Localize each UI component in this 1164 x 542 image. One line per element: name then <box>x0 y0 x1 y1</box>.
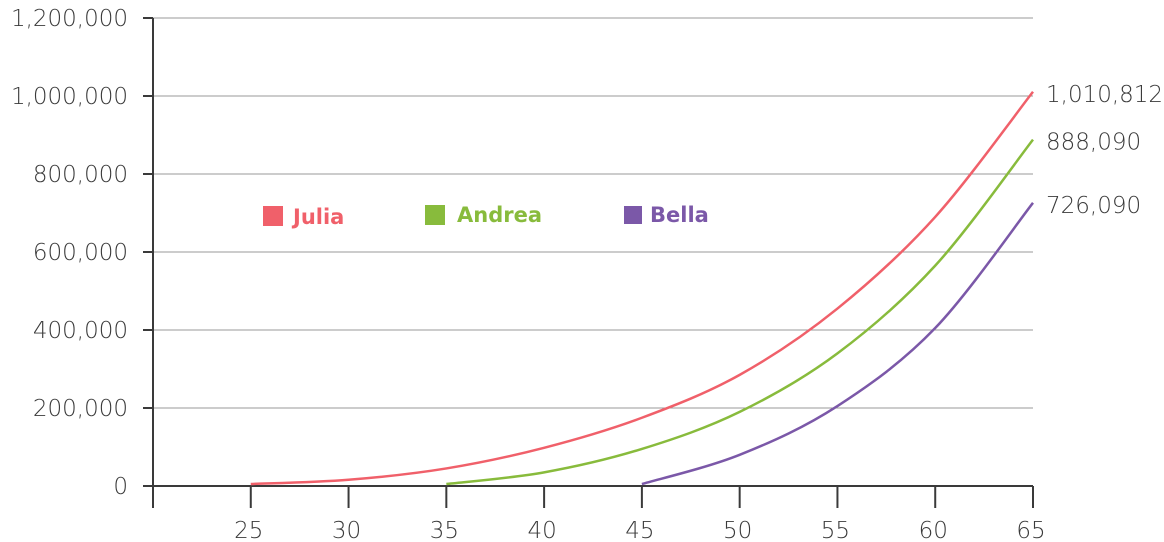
legend-swatch-andrea <box>425 205 445 225</box>
legend-item-julia: Julia <box>263 205 344 229</box>
x-tick-label-1: 30 <box>332 518 361 542</box>
end-labels: 1,010,812 888,090 726,090 <box>1046 82 1163 219</box>
y-tick-label-6: 1,200,000 <box>11 6 128 32</box>
y-tick-label-3: 600,000 <box>33 240 128 266</box>
end-label-julia: 1,010,812 <box>1046 82 1163 108</box>
x-tick-label-7: 60 <box>919 518 948 542</box>
legend-swatch-julia <box>263 206 283 226</box>
x-tick-label-6: 55 <box>821 518 850 542</box>
y-tick-label-2: 400,000 <box>33 318 128 344</box>
y-ticks: 0 200,000 400,000 600,000 800,000 1,000,000 1,… <box>11 6 153 500</box>
x-tick-label-5: 50 <box>723 518 752 542</box>
series-line-andrea <box>446 138 1034 486</box>
legend-label-andrea: Andrea <box>457 203 542 227</box>
x-tick-label-8: 65 <box>1016 518 1045 542</box>
legend: Julia Andrea Bella <box>263 203 709 229</box>
legend-label-bella: Bella <box>650 203 709 227</box>
legend-label-julia: Julia <box>291 205 344 229</box>
x-tick-label-2: 35 <box>430 518 459 542</box>
x-tick-label-3: 40 <box>527 518 556 542</box>
y-tick-label-5: 1,000,000 <box>11 84 128 110</box>
legend-swatch-bella <box>624 206 642 224</box>
y-tick-label-4: 800,000 <box>33 162 128 188</box>
legend-item-andrea: Andrea <box>425 203 542 227</box>
series-line-bella <box>641 202 1034 486</box>
legend-item-bella: Bella <box>624 203 709 227</box>
end-label-andrea: 888,090 <box>1046 130 1141 156</box>
series-line-julia <box>250 91 1034 486</box>
gridlines <box>153 17 1033 409</box>
y-tick-label-1: 200,000 <box>33 396 128 422</box>
x-ticks: 25 30 35 40 45 50 55 60 65 <box>152 486 1046 542</box>
end-label-bella: 726,090 <box>1046 193 1141 219</box>
x-tick-label-4: 45 <box>625 518 654 542</box>
series-lines <box>250 91 1034 486</box>
y-tick-label-0: 0 <box>113 474 128 500</box>
x-tick-label-0: 25 <box>234 518 263 542</box>
